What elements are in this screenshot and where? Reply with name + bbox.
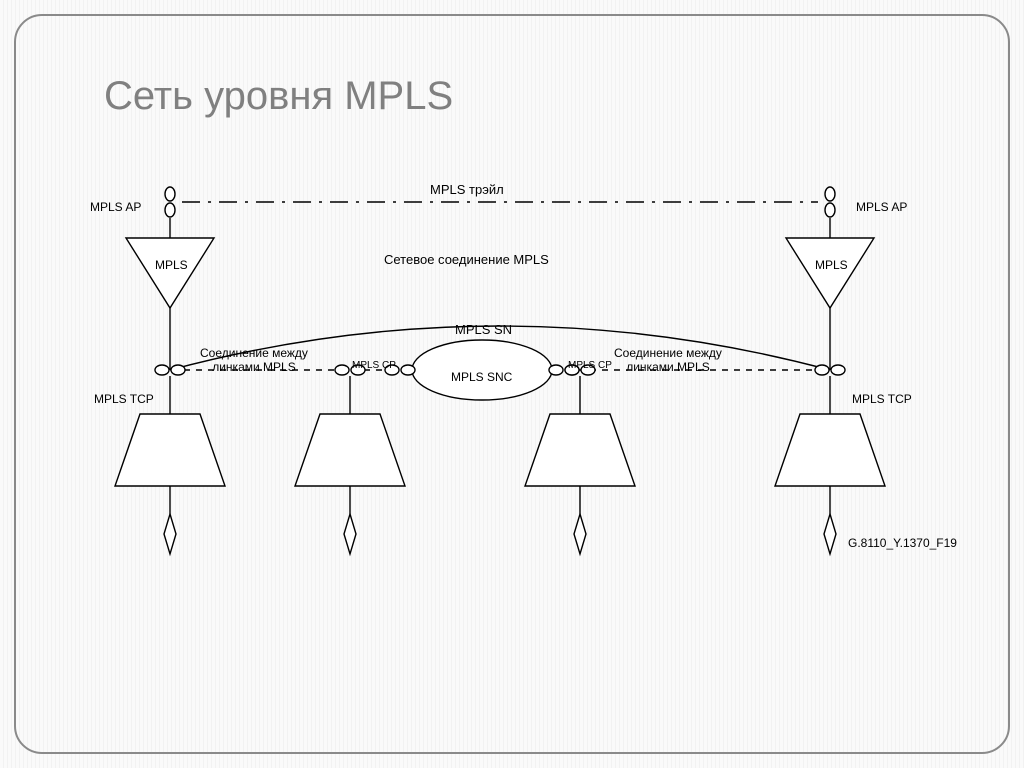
label-snc: MPLS SNC [451, 370, 512, 384]
label-link-right: Соединение между линками MPLS [614, 346, 722, 374]
label-link-left: Соединение между линками MPLS [200, 346, 308, 374]
label-ap-left: MPLS AP [90, 200, 141, 214]
label-tcp-left: MPLS TCP [94, 392, 154, 406]
label-figref: G.8110_Y.1370_F19 [848, 536, 957, 550]
label-ap-right: MPLS AP [856, 200, 907, 214]
label-net-conn: Сетевое соединение MPLS [384, 252, 549, 267]
label-tcp-right: MPLS TCP [852, 392, 912, 406]
label-mpls-left: MPLS [155, 258, 188, 272]
label-cp-left: MPLS CP [352, 360, 396, 371]
label-mpls-right: MPLS [815, 258, 848, 272]
label-trail: MPLS трэйл [430, 182, 504, 197]
label-cp-right: MPLS CP [568, 360, 612, 371]
mpls-diagram [0, 0, 1024, 768]
label-sn: MPLS SN [455, 322, 512, 337]
